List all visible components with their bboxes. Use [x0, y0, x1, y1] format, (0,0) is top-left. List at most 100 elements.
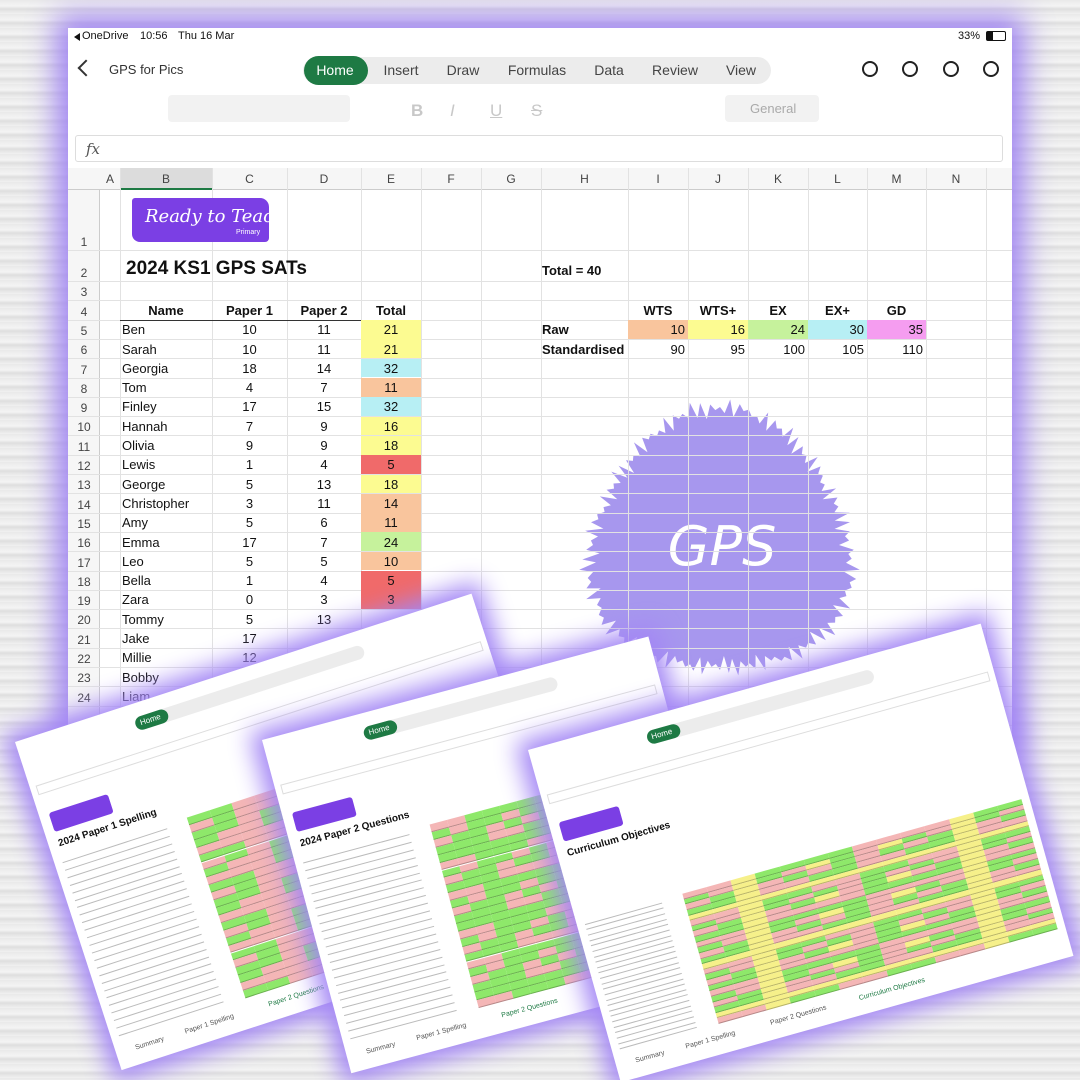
row-header: 15 — [77, 516, 91, 531]
format-icon: S — [531, 101, 543, 120]
band-label: EX+ — [825, 302, 850, 318]
grid-line-horizontal — [68, 531, 1012, 533]
score-cell: 9 — [320, 418, 328, 434]
row-header: 11 — [77, 439, 91, 454]
thumb-sheet-tab[interactable]: Paper 2 Questions — [769, 1004, 828, 1027]
score-cell: 9 — [320, 438, 328, 454]
thumb-sheet-tab[interactable]: Paper 1 Spelling — [183, 1012, 235, 1036]
score-cell: 14 — [316, 360, 332, 376]
thumb-name-line — [315, 879, 422, 910]
toolbar-icon[interactable] — [983, 61, 999, 77]
number-format-box — [725, 95, 819, 122]
student-name: Finley — [122, 399, 157, 415]
score-cell: 4 — [320, 573, 328, 589]
thumb-name-line — [335, 956, 443, 986]
ribbon-tab[interactable]: Home — [316, 62, 354, 78]
total-fill — [361, 435, 421, 455]
grid-line-vertical — [688, 168, 689, 740]
row-header: 6 — [80, 343, 88, 358]
status-date: Thu 16 Mar — [178, 30, 235, 42]
student-name: Lewis — [122, 457, 156, 473]
grid-line-vertical — [926, 168, 927, 740]
thumb-sheet-tab[interactable]: Paper 1 Spelling — [684, 1029, 737, 1051]
thumb-name-line — [333, 948, 441, 979]
ribbon-tab[interactable]: View — [725, 62, 757, 78]
band-fill — [748, 320, 808, 339]
column-header: H — [580, 172, 589, 186]
score-cell: 1 — [245, 457, 254, 473]
grid-line-horizontal — [68, 512, 1012, 514]
thumb-sheet-tab[interactable]: Summary — [365, 1040, 397, 1056]
column-header: D — [319, 172, 329, 186]
ribbon-tab[interactable]: Formulas — [507, 62, 567, 78]
thumb-name-line — [348, 1002, 455, 1032]
toolbar-icon[interactable] — [943, 61, 959, 77]
total-cell: 14 — [383, 495, 399, 511]
total-cell: 11 — [384, 380, 398, 396]
header-border — [120, 319, 421, 321]
student-name: Olivia — [122, 438, 155, 454]
active-tab[interactable] — [304, 56, 368, 85]
score-cell: 7 — [320, 380, 328, 396]
tab-strip — [303, 57, 771, 84]
thumb-name-line — [321, 902, 429, 933]
grid-line-vertical — [421, 168, 422, 740]
status-battery: 33% — [958, 30, 981, 42]
toolbar-icon[interactable] — [902, 61, 918, 77]
row-header: 12 — [77, 459, 91, 473]
thumb-name-line — [331, 941, 439, 971]
grid-line-horizontal — [68, 609, 1012, 611]
formula-bar — [75, 135, 1003, 162]
student-name: George — [122, 476, 166, 492]
thumb-sheet-tab[interactable]: Summary — [134, 1035, 166, 1052]
total-cell: 5 — [387, 573, 395, 589]
band-standardised: 110 — [902, 341, 923, 357]
grid-line-vertical — [986, 168, 987, 740]
row-header: 9 — [80, 401, 88, 416]
thumb-name-line — [346, 994, 453, 1025]
student-name: Amy — [122, 515, 148, 531]
ribbon-tab[interactable]: Data — [594, 62, 624, 78]
total-fill — [361, 513, 421, 532]
badge-blob — [579, 399, 860, 676]
score-cell: 5 — [245, 476, 254, 492]
grid-line-horizontal — [68, 589, 1012, 591]
total-cell: 11 — [384, 515, 398, 531]
band-row-label: Raw — [542, 322, 569, 338]
thumb-sheet-tab[interactable]: Paper 1 Spelling — [415, 1021, 468, 1043]
thumb-sheet-tab[interactable]: Paper 2 Questions — [500, 997, 559, 1020]
column-header: M — [891, 172, 902, 186]
row-header: 23 — [77, 671, 91, 686]
thumb-name-line — [309, 856, 416, 887]
score-cell: 6 — [320, 515, 328, 531]
score-cell: 4 — [245, 380, 254, 396]
band-fill — [867, 320, 926, 339]
total-cell: 21 — [383, 341, 399, 357]
total-cell: 32 — [383, 360, 399, 376]
ribbon-tab[interactable]: Draw — [446, 62, 480, 78]
toolbar-icon[interactable] — [862, 61, 878, 77]
band-standardised: 105 — [842, 341, 864, 357]
column-header: E — [386, 172, 395, 186]
row-header: 17 — [77, 555, 91, 570]
band-fill — [688, 320, 748, 339]
student-name: Georgia — [122, 360, 169, 376]
score-cell: 7 — [245, 418, 254, 434]
band-label: EX — [769, 302, 787, 318]
status-time: 10:56 — [140, 30, 168, 42]
back-arrow-small — [74, 33, 80, 41]
thumb-sheet-tab[interactable]: Summary — [634, 1049, 666, 1065]
row-header: 2 — [80, 266, 88, 280]
column-header: N — [951, 172, 961, 186]
column-header: C — [245, 172, 254, 186]
score-cell: 11 — [317, 322, 331, 338]
grid-line-horizontal — [68, 416, 1012, 418]
grid-line-vertical — [541, 168, 542, 740]
student-name: Leo — [122, 553, 144, 569]
ribbon-tab[interactable]: Insert — [383, 62, 419, 78]
total-cell: 32 — [383, 399, 399, 415]
column-header: F — [447, 172, 455, 186]
ribbon-tab[interactable]: Review — [652, 62, 698, 78]
row-header: 14 — [77, 497, 91, 512]
student-name: Christopher — [122, 495, 190, 511]
